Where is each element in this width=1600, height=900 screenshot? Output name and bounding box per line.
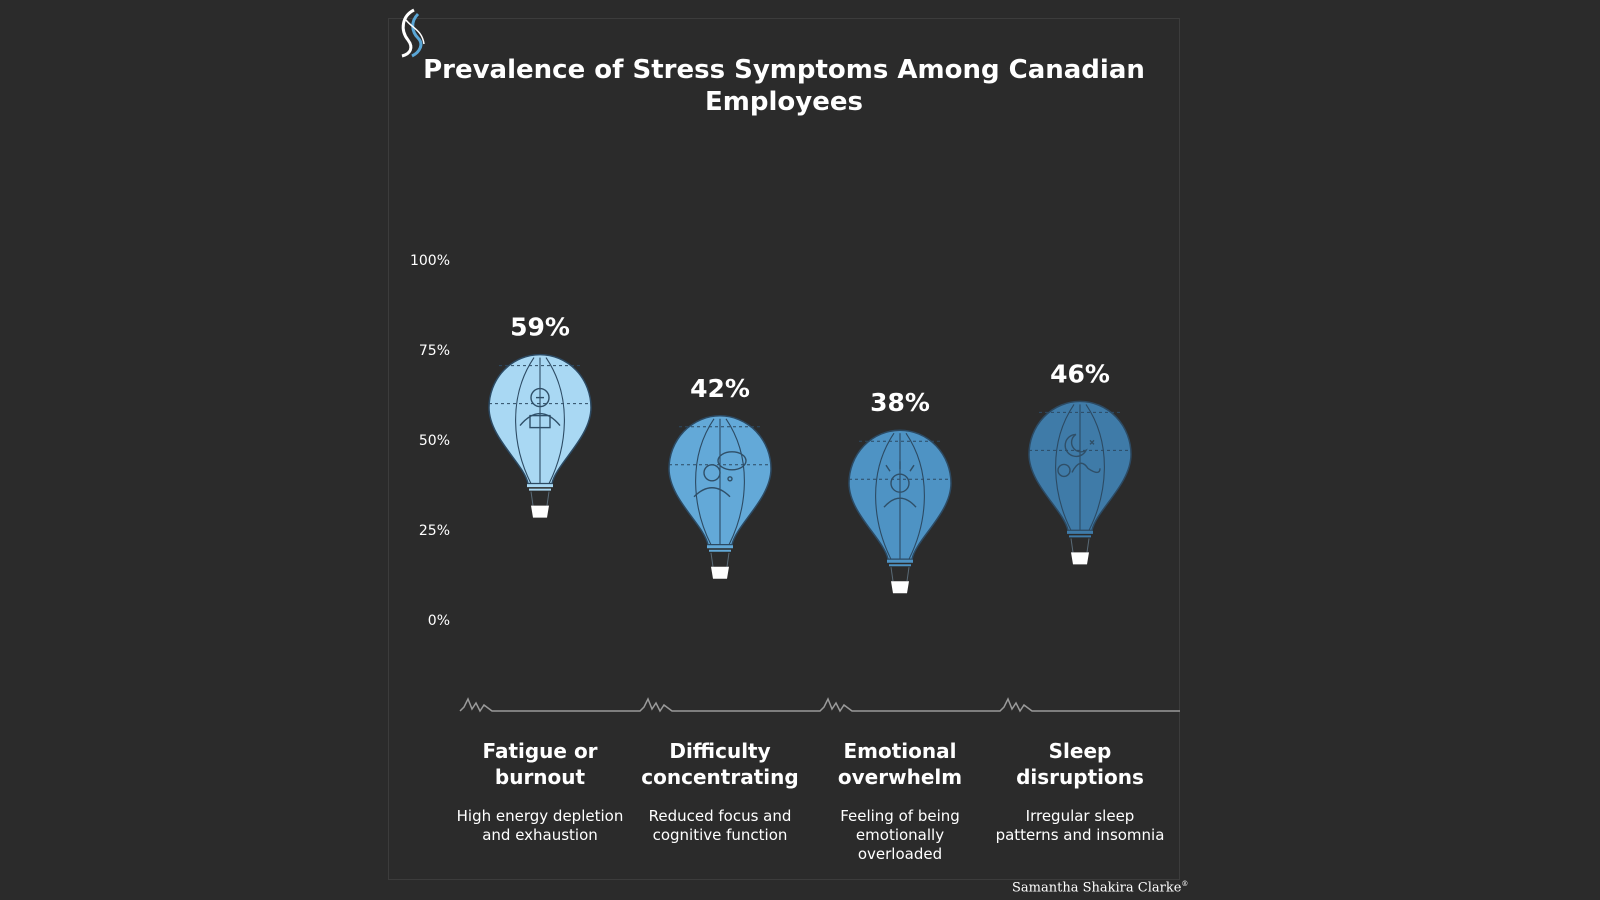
balloon-basket — [1071, 552, 1089, 565]
icon-part — [883, 497, 917, 508]
balloon-basket — [531, 505, 549, 518]
balloon-rope — [530, 491, 534, 506]
balloon-gore-line — [1055, 404, 1075, 531]
balloon-gore-line — [1085, 404, 1105, 531]
balloon-bar-4 — [1028, 400, 1132, 565]
category-title: Fatigue or burnout — [482, 739, 598, 789]
category-description: Reduced focus and cognitive function — [648, 807, 792, 844]
icon-part — [1057, 463, 1071, 478]
chart-title: Prevalence of Stress Symptoms Among Cana… — [423, 55, 1145, 117]
icon-part — [885, 461, 915, 472]
balloon-basket — [891, 581, 909, 594]
balloon-gore-line — [725, 418, 745, 546]
category-description: Feeling of being emotionally overloaded — [840, 807, 960, 863]
category-title: Emotional overwhelm — [837, 739, 963, 789]
balloon-gore-line — [905, 432, 925, 560]
balloon-rope — [546, 491, 550, 506]
balloon-rope — [890, 567, 894, 582]
value-label: 46% — [1050, 359, 1110, 388]
balloon-rope — [710, 552, 714, 567]
balloon-rope — [1086, 538, 1090, 553]
category-description: Irregular sleep patterns and insomnia — [995, 807, 1165, 844]
balloon-bar-2 — [668, 415, 772, 579]
balloon-rope — [726, 552, 730, 567]
y-tick-label: 100% — [410, 253, 450, 269]
signature-text: Samantha Shakira Clarke — [1012, 880, 1182, 896]
icon-part — [1071, 462, 1101, 474]
balloon-rope — [1070, 538, 1074, 553]
brand-logo-icon — [401, 8, 425, 58]
value-label: 42% — [690, 374, 750, 403]
balloon-rope — [906, 567, 910, 582]
icon-part — [693, 487, 731, 498]
balloon-gore-line — [515, 357, 535, 484]
value-label: 59% — [510, 313, 570, 342]
balloon-gore-line — [545, 357, 565, 484]
balloon-basket — [711, 566, 729, 579]
icon-part — [530, 387, 550, 408]
value-label: 38% — [870, 388, 930, 417]
category-description: High energy depletion and exhaustion — [456, 807, 624, 844]
author-signature: Samantha Shakira Clarke® — [1012, 880, 1188, 895]
trademark-mark: ® — [1181, 880, 1189, 888]
chart-panel — [388, 18, 1180, 880]
icon-part — [529, 414, 551, 429]
balloon-bar-1 — [488, 353, 592, 518]
icon-part — [519, 412, 561, 427]
icon-part — [1064, 433, 1088, 458]
y-tick-label: 50% — [419, 433, 450, 449]
icon-part — [727, 476, 733, 482]
y-tick-label: 75% — [419, 343, 450, 359]
balloon-gore-line — [695, 418, 715, 546]
baseline-heartbeat-line — [459, 697, 1180, 713]
category-title: Difficulty concentrating — [641, 739, 799, 789]
icon-part — [717, 451, 747, 471]
icon-part — [703, 464, 721, 482]
icon-part — [890, 473, 910, 493]
y-tick-label: 0% — [428, 613, 450, 629]
y-tick-label: 25% — [419, 523, 450, 539]
balloon-bar-3 — [848, 429, 952, 594]
balloon-gore-line — [875, 432, 895, 560]
icon-part — [1089, 439, 1095, 445]
category-title: Sleep disruptions — [1016, 739, 1144, 789]
